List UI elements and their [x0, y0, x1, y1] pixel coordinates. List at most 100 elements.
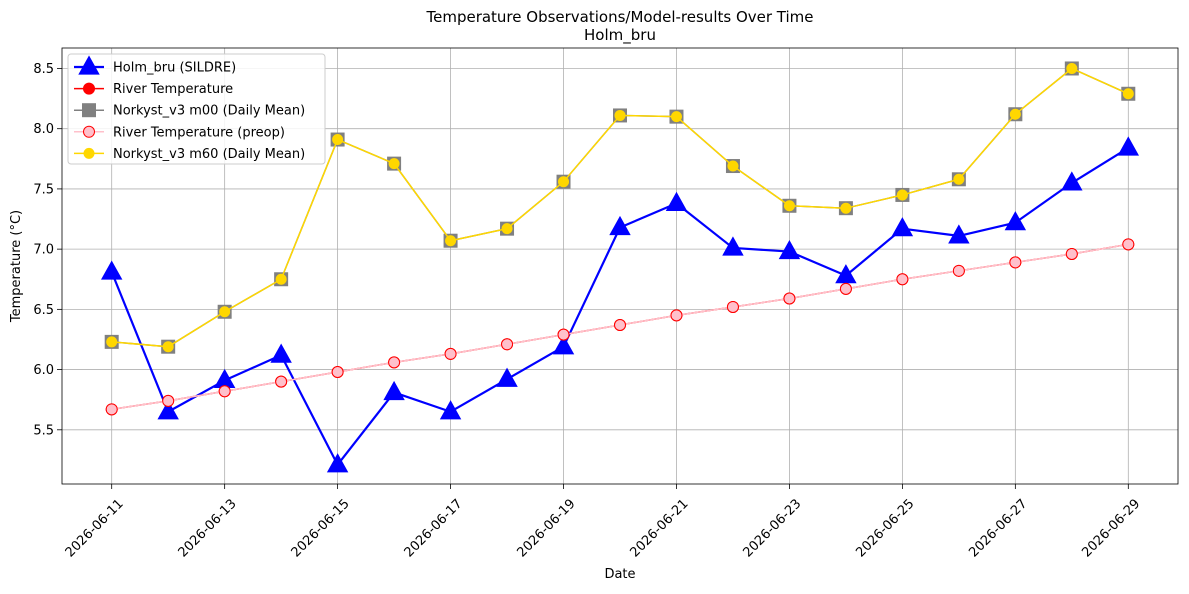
legend-label: River Temperature (preop)	[113, 125, 285, 140]
data-point	[218, 385, 231, 398]
legend-marker	[83, 82, 95, 95]
data-point	[1122, 238, 1135, 251]
x-tick-label: 2026-06-25	[853, 496, 917, 560]
x-tick-label: 2026-06-17	[402, 496, 466, 560]
y-tick-label: 8.5	[33, 62, 54, 77]
data-point	[1009, 108, 1021, 120]
data-point	[557, 328, 570, 341]
data-point	[948, 224, 970, 244]
data-point	[1065, 247, 1078, 260]
legend-marker	[78, 55, 100, 75]
x-axis-label: Date	[604, 567, 635, 582]
x-tick-label: 2026-06-21	[627, 496, 691, 560]
data-point	[444, 347, 457, 360]
data-point	[445, 235, 457, 247]
series-3	[105, 238, 1135, 416]
data-point	[501, 338, 514, 351]
data-point	[839, 282, 852, 295]
data-point	[388, 356, 401, 369]
legend-label: Holm_bru (SILDRE)	[113, 61, 236, 76]
data-point	[1004, 211, 1027, 231]
data-point	[552, 335, 575, 355]
chart-subtitle: Holm_bru	[584, 26, 656, 45]
data-point	[726, 300, 739, 313]
y-tick-label: 6.5	[33, 303, 54, 318]
data-point	[275, 273, 287, 285]
legend-entry: River Temperature (preop)	[74, 125, 285, 140]
data-point	[213, 368, 236, 389]
legend-label: Norkyst_v3 m00 (Daily Mean)	[113, 104, 305, 119]
legend-entry: River Temperature	[74, 82, 233, 97]
y-tick-label: 7.0	[33, 243, 54, 258]
legend-entry: Norkyst_v3 m60 (Daily Mean)	[74, 147, 305, 162]
data-point	[162, 341, 174, 353]
data-point	[896, 189, 908, 201]
data-point	[100, 260, 123, 280]
data-point	[665, 191, 688, 212]
x-tick-label: 2026-06-29	[1079, 496, 1143, 560]
data-point	[332, 134, 344, 146]
x-tick-label: 2026-06-27	[966, 496, 1030, 560]
legend-marker	[83, 147, 95, 159]
data-point	[439, 400, 462, 420]
data-point	[326, 453, 349, 473]
data-point	[783, 200, 795, 212]
x-tick-label: 2026-06-19	[515, 496, 579, 560]
legend-entry: Holm_bru (SILDRE)	[74, 55, 236, 76]
series-layer	[100, 61, 1140, 473]
legend-entry: Norkyst_v3 m00 (Daily Mean)	[74, 103, 305, 119]
y-tick-label: 7.5	[33, 182, 54, 197]
data-point	[388, 158, 400, 170]
data-point	[331, 365, 344, 378]
data-point	[670, 111, 682, 123]
data-point	[157, 400, 179, 420]
data-point	[896, 273, 909, 286]
legend-label: River Temperature	[113, 82, 233, 97]
data-point	[501, 223, 513, 235]
data-point	[275, 375, 288, 388]
data-point	[727, 160, 739, 172]
data-point	[614, 319, 626, 332]
data-point	[270, 343, 292, 363]
data-point	[1117, 136, 1140, 156]
data-point	[835, 264, 857, 284]
x-tick-label: 2026-06-15	[289, 496, 353, 560]
data-point	[106, 336, 118, 348]
data-point	[1122, 88, 1134, 100]
data-point	[614, 109, 626, 121]
data-point	[496, 367, 518, 387]
data-point	[783, 292, 796, 305]
x-tick-label: 2026-06-13	[176, 496, 240, 560]
data-point	[952, 264, 965, 277]
data-point	[1066, 62, 1078, 74]
data-point	[609, 215, 631, 236]
data-point	[670, 309, 683, 322]
data-point	[840, 202, 852, 214]
data-point	[558, 176, 570, 188]
y-axis-label: Temperature (°C)	[9, 210, 24, 323]
series-line	[110, 147, 1129, 466]
data-point	[1061, 171, 1083, 191]
data-point	[778, 239, 801, 260]
legend-label: Norkyst_v3 m60 (Daily Mean)	[113, 147, 305, 162]
data-point	[953, 173, 965, 185]
data-point	[162, 394, 175, 407]
data-point	[722, 236, 744, 256]
chart-title: Temperature Observations/Model-results O…	[425, 8, 813, 26]
x-tick-label: 2026-06-11	[63, 496, 127, 560]
data-point	[219, 306, 231, 318]
series-4	[106, 62, 1134, 353]
y-tick-label: 5.5	[33, 423, 54, 438]
plot-frame	[61, 47, 1179, 485]
x-tick-label: 2026-06-23	[740, 496, 804, 560]
legend-marker	[83, 125, 95, 138]
y-tick-label: 6.0	[33, 363, 54, 378]
series-0	[100, 136, 1140, 473]
legend: Holm_bru (SILDRE) River Temperature Norkys…	[67, 53, 326, 165]
legend-box	[67, 53, 326, 165]
data-point	[105, 403, 118, 416]
data-point	[1009, 256, 1022, 269]
data-point	[383, 380, 405, 401]
